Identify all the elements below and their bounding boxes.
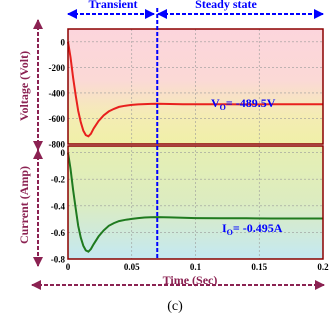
voltage-ytick-label: -800	[49, 140, 66, 150]
voltage-ytick-label: 0	[61, 37, 66, 47]
current-annotation-symbol: I	[222, 221, 227, 235]
voltage-annotation-symbol: V	[211, 96, 220, 110]
current-ytick-label: -0.4	[51, 201, 66, 211]
current-plot-frame	[67, 145, 324, 260]
voltage-ytick-label: -400	[49, 88, 66, 98]
current-annotation-subscript: O	[227, 228, 233, 237]
voltage-panel: 0 -200 -400 -600 -800 VO= -489.5V Voltage (V…	[17, 19, 324, 151]
transient-label: Transient	[88, 0, 137, 11]
voltage-annotation-subscript: O	[220, 103, 226, 112]
current-ytick-label: 0	[61, 148, 66, 158]
voltage-annotation-value: = -489.5V	[226, 96, 276, 110]
current-y-ticks: 0 -0.2 -0.4 -0.6 -0.8	[51, 148, 66, 264]
voltage-ylabel: Voltage (Volt)	[17, 51, 31, 121]
current-ytick-label: -0.8	[51, 255, 66, 265]
x-axis-ticks: 0 0.05 0.1 0.15 0.2	[66, 262, 329, 272]
steady-state-label: Steady state	[195, 0, 257, 11]
voltage-plot-frame	[67, 28, 324, 145]
voltage-ytick-label: -600	[49, 114, 66, 124]
voltage-y-ticks: 0 -200 -400 -600 -800	[49, 37, 66, 149]
current-panel: 0 -0.2 -0.4 -0.6 -0.8 IO= -0.495A Current (A…	[17, 145, 329, 272]
xlabel: Time (Sec)	[163, 273, 218, 287]
caption: (c)	[167, 299, 183, 314]
voltage-series-line	[67, 41, 323, 138]
xtick-label: 0.2	[317, 262, 329, 272]
xtick-label: 0	[66, 262, 71, 272]
xtick-label: 0.05	[124, 262, 140, 272]
current-series-line	[67, 152, 323, 253]
xtick-label: 0.15	[251, 262, 267, 272]
xtick-label: 0.1	[190, 262, 202, 272]
voltage-annotation: VO= -489.5V	[211, 96, 276, 112]
current-ytick-label: -0.6	[51, 228, 66, 238]
current-annotation: IO= -0.495A	[222, 221, 283, 237]
voltage-ytick-label: -200	[49, 63, 66, 73]
current-ytick-label: -0.2	[51, 175, 66, 185]
current-annotation-value: = -0.495A	[233, 221, 283, 235]
current-ylabel: Current (Amp)	[17, 166, 31, 244]
